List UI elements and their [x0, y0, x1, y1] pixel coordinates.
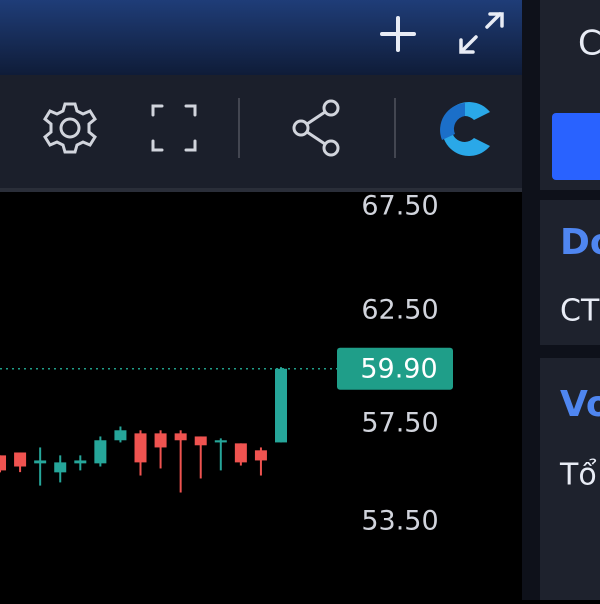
- candle-body: [134, 433, 147, 463]
- panel-text: Tổ: [559, 457, 597, 493]
- y-tick-label: 57.50: [361, 408, 438, 439]
- toolbar-border: [0, 188, 522, 192]
- y-tick-label: 62.50: [361, 295, 438, 326]
- candle-body: [54, 462, 67, 473]
- fullscreen-button[interactable]: [151, 104, 197, 152]
- last-price-label: 59.90: [360, 353, 437, 384]
- candle-body: [34, 460, 47, 464]
- panel-card: [540, 200, 600, 345]
- candle-body: [14, 452, 27, 467]
- panel-heading: Do: [560, 222, 600, 263]
- chart: 67.50 62.50 57.50 53.50 59.90: [0, 190, 453, 536]
- candle-body: [94, 440, 107, 464]
- toolbar: [0, 75, 522, 190]
- candle-body: [254, 450, 267, 461]
- panel-text: CT: [560, 294, 600, 329]
- maximize-button[interactable]: [459, 12, 504, 54]
- header-bar: [0, 0, 522, 75]
- candle-body: [114, 430, 127, 441]
- candle-body: [0, 455, 7, 471]
- candle-body: [234, 443, 247, 463]
- y-tick-label: 53.50: [361, 505, 438, 536]
- candle-body: [275, 368, 287, 443]
- candle-body: [154, 433, 167, 448]
- settings-button[interactable]: [43, 102, 97, 154]
- share-button[interactable]: [292, 99, 340, 157]
- last-price-box: [337, 347, 453, 390]
- candle-body: [74, 460, 87, 464]
- candle-body: [194, 436, 207, 446]
- add-button[interactable]: [380, 16, 416, 52]
- candle-body: [174, 433, 187, 441]
- panel-heading: Vo: [560, 384, 600, 425]
- app-logo[interactable]: [440, 101, 490, 156]
- y-tick-label: 67.50: [361, 190, 438, 221]
- candle-body: [214, 440, 227, 443]
- panel-button[interactable]: [552, 113, 600, 180]
- panel-tab[interactable]: C: [578, 24, 600, 64]
- panel-card: [540, 358, 600, 600]
